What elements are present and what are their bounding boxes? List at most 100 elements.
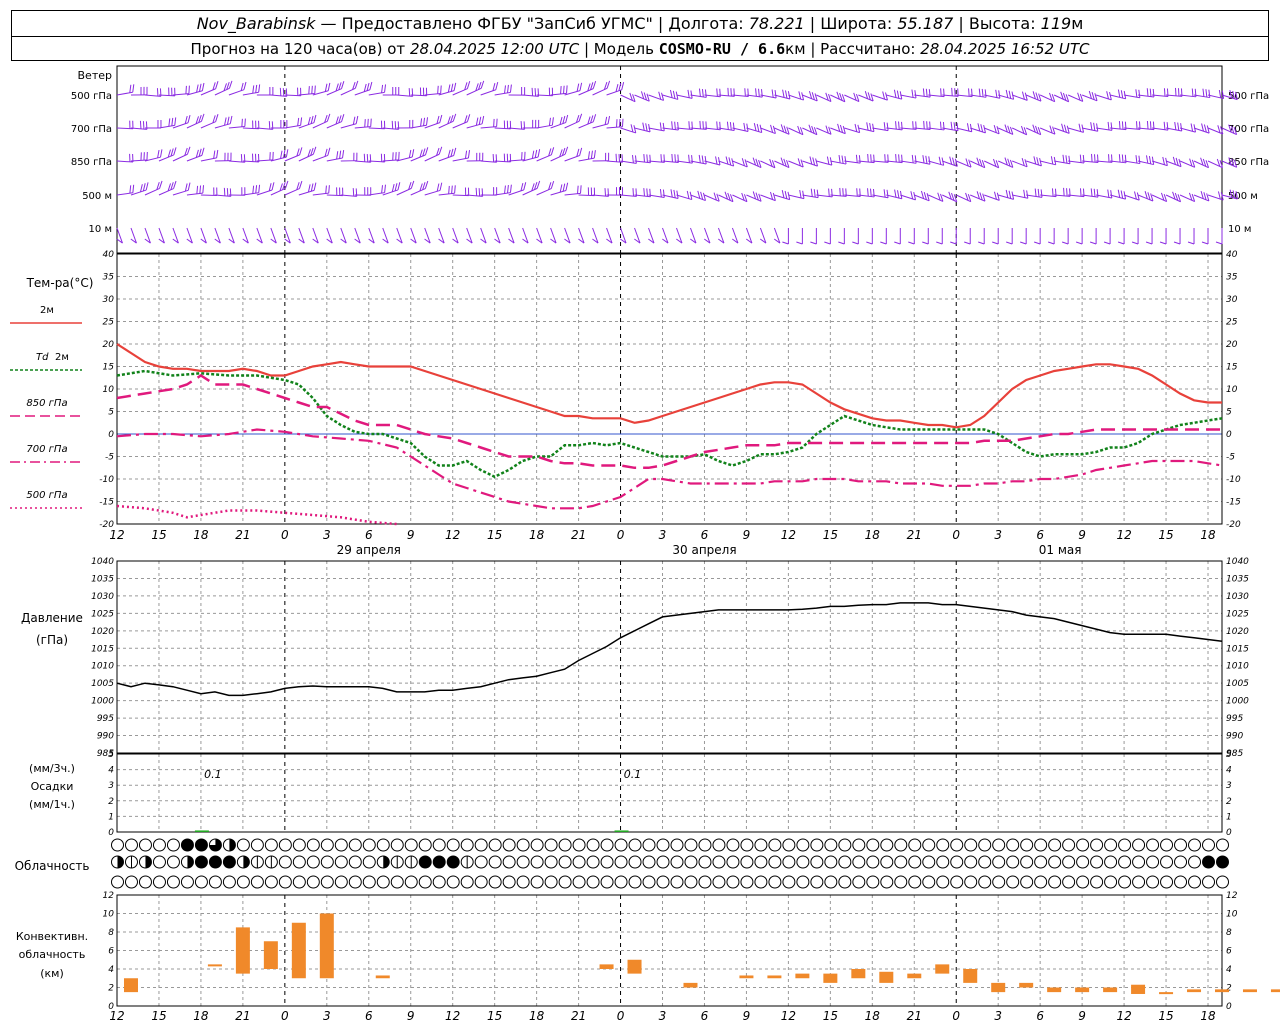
wind-barb-staff xyxy=(1082,160,1099,163)
wind-barb-feather xyxy=(810,188,813,197)
wind-barb xyxy=(620,124,637,134)
time-tick-label: 0 xyxy=(617,528,625,542)
cloud-symbol xyxy=(502,875,516,889)
wind-barb-feather xyxy=(1145,155,1149,164)
wind-barb-feather xyxy=(1162,156,1165,165)
wind-barb-feather xyxy=(436,183,440,192)
wind-barb xyxy=(438,227,445,244)
wind-barb-feather xyxy=(580,185,582,194)
cloud-circle xyxy=(1062,838,1076,852)
cloud-circle xyxy=(138,838,152,852)
wind-barb-feather xyxy=(328,185,330,194)
wind-barb-feather xyxy=(366,82,370,91)
wind-barb-feather xyxy=(423,117,426,126)
cloud-symbol xyxy=(1202,875,1216,889)
wind-barb-staff xyxy=(172,227,179,244)
cloud-circle xyxy=(894,838,908,852)
cloud-symbol xyxy=(894,855,908,869)
wind-barb-feather xyxy=(324,114,328,123)
cloud-circle xyxy=(726,855,740,869)
wind-barb-staff xyxy=(745,227,753,244)
cloud-circle xyxy=(950,838,964,852)
wind-barb xyxy=(270,180,289,196)
wind-barb xyxy=(1006,228,1013,245)
wind-barb-feather xyxy=(837,123,841,132)
cloud-symbol xyxy=(278,838,292,852)
cloud-circle xyxy=(1076,855,1090,869)
wind-barb-feather xyxy=(1038,93,1042,102)
precip-tick-right: 4 xyxy=(1226,766,1232,776)
cloud-symbol xyxy=(838,838,852,852)
cloud-symbol xyxy=(908,855,922,869)
cloud-fill-full xyxy=(209,856,222,868)
wind-barb xyxy=(1054,154,1071,165)
wind-barb xyxy=(1179,123,1196,133)
wind-barb-staff xyxy=(732,127,749,132)
wind-barb-feather xyxy=(326,238,333,244)
wind-barb-feather xyxy=(1208,89,1211,98)
wind-barb-feather xyxy=(980,124,984,133)
wind-barb-feather xyxy=(536,238,543,244)
wind-barb-feather xyxy=(951,192,955,201)
wind-barb-feather xyxy=(256,238,263,244)
wind-barb xyxy=(1040,156,1057,166)
cloud-symbol xyxy=(768,855,782,869)
time-tick-label: 9 xyxy=(1078,528,1086,542)
wind-barb xyxy=(717,227,725,244)
cloud-circle xyxy=(796,855,810,869)
wind-barb xyxy=(158,227,165,244)
convective-label-1: Конвективн. xyxy=(16,930,88,943)
wind-barb-feather xyxy=(659,189,662,198)
wind-barb-staff xyxy=(1109,194,1126,200)
wind-barb-feather xyxy=(894,189,897,198)
wind-barb-staff xyxy=(662,227,669,244)
temp-series-3 xyxy=(116,428,1223,510)
wind-barb-feather xyxy=(285,149,289,158)
wind-barb-feather xyxy=(550,238,557,244)
wind-barb-feather xyxy=(1180,123,1183,132)
wind-barb-feather xyxy=(939,121,942,130)
wind-barb-feather xyxy=(296,182,300,190)
wind-barb-feather xyxy=(926,121,928,130)
wind-barb xyxy=(802,156,819,167)
wind-barb xyxy=(1207,89,1225,100)
time-tick-label: 15 xyxy=(151,528,166,542)
wind-barb xyxy=(690,120,707,130)
cloud-circle xyxy=(810,838,824,852)
wind-barb-feather xyxy=(1007,125,1011,134)
cloud-circle xyxy=(740,838,754,852)
cloud-symbol xyxy=(376,875,390,889)
wind-barb-feather xyxy=(1063,124,1067,133)
wind-barb-feather xyxy=(886,122,889,131)
wind-barb xyxy=(634,188,651,198)
wind-barb xyxy=(1012,91,1028,101)
wind-barb xyxy=(522,119,540,129)
wind-barb-feather xyxy=(953,194,958,202)
wind-barb-feather xyxy=(212,115,216,124)
wind-barb-feather xyxy=(995,160,1000,168)
wind-barb xyxy=(704,192,720,202)
wind-barb-feather xyxy=(648,238,655,244)
cloud-symbol xyxy=(712,855,726,869)
wind-barb-feather xyxy=(1191,193,1196,202)
wind-barb-feather xyxy=(130,238,137,244)
wind-barb-feather xyxy=(284,180,289,189)
wind-barb xyxy=(908,228,915,245)
wind-barb-staff xyxy=(494,227,501,244)
wind-barb xyxy=(620,154,637,164)
wind-barb-feather xyxy=(1203,192,1207,200)
wind-barb-feather xyxy=(1152,88,1155,97)
cloud-symbol xyxy=(530,875,544,889)
wind-barb xyxy=(1187,228,1195,245)
cloud-circle xyxy=(1048,875,1062,889)
wind-barb-staff xyxy=(494,127,511,130)
wind-barb-feather xyxy=(577,185,579,194)
wind-barb-staff xyxy=(214,123,231,129)
cloud-circle xyxy=(166,838,180,852)
wind-barb xyxy=(550,146,569,162)
wind-barb xyxy=(802,91,818,102)
cloud-circle xyxy=(376,875,390,889)
cloud-symbol xyxy=(726,855,740,869)
wind-barb-feather xyxy=(168,118,171,127)
wind-barb-staff xyxy=(858,160,875,164)
